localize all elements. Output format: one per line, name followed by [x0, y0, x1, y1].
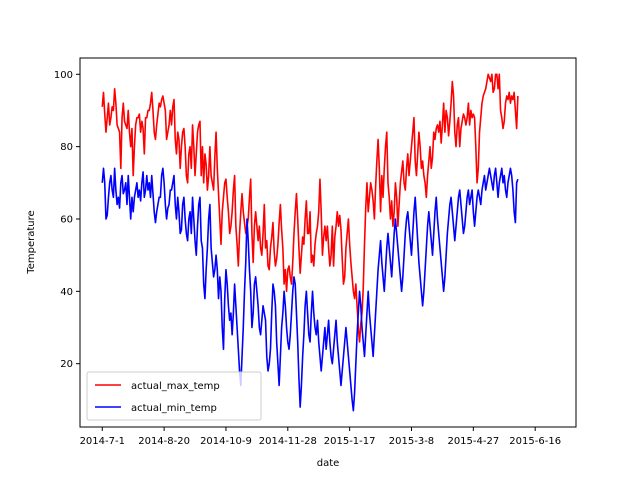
- x-tick-label: 2015-4-27: [447, 436, 499, 447]
- x-tick-label: 2014-7-1: [80, 436, 125, 447]
- legend: actual_max_temp actual_min_temp: [86, 371, 262, 421]
- plot-lines: [101, 73, 519, 412]
- x-tick-label: 2015-3-8: [389, 436, 434, 447]
- legend-label-max: actual_max_temp: [131, 381, 220, 392]
- series-line-actual_min_temp: [101, 167, 519, 412]
- x-tick-label: 2014-10-9: [200, 436, 252, 447]
- x-axis-ticks: 2014-7-1 2014-8-20 2014-10-9 2014-11-28 2015…: [80, 427, 561, 447]
- y-tick-label: 40: [60, 287, 73, 298]
- series-line-actual_max_temp: [101, 73, 519, 343]
- y-tick-label: 80: [60, 142, 73, 153]
- y-axis-ticks: 20 40 60 80 100: [54, 70, 80, 370]
- x-tick-label: 2015-6-16: [509, 436, 561, 447]
- y-axis-label: Temperature: [26, 210, 37, 274]
- x-tick-label: 2015-1-17: [324, 436, 376, 447]
- legend-box: [86, 371, 262, 421]
- y-tick-label: 100: [54, 70, 73, 81]
- x-tick-label: 2014-11-28: [259, 436, 317, 447]
- axes-frame: [79, 57, 577, 428]
- legend-label-min: actual_min_temp: [131, 403, 217, 414]
- x-tick-label: 2014-8-20: [138, 436, 190, 447]
- y-tick-label: 20: [60, 359, 73, 370]
- x-axis-label: date: [317, 458, 340, 469]
- y-tick-label: 60: [60, 214, 73, 225]
